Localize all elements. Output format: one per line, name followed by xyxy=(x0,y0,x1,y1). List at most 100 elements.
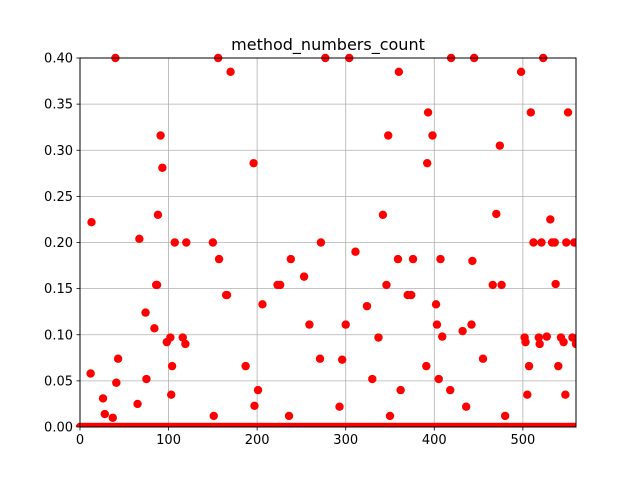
data-point xyxy=(133,399,142,409)
x-tick-label: 200 xyxy=(245,433,270,448)
data-point xyxy=(158,163,167,172)
data-point xyxy=(250,401,259,410)
x-tick-label: 0 xyxy=(76,433,84,448)
data-point xyxy=(156,131,165,140)
data-point xyxy=(167,390,176,399)
data-point xyxy=(492,209,501,219)
data-point xyxy=(241,361,250,371)
data-point xyxy=(284,411,294,421)
data-point xyxy=(214,254,224,264)
data-point xyxy=(535,339,544,349)
x-tick-label: 100 xyxy=(156,433,181,448)
data-point xyxy=(226,67,235,77)
data-point xyxy=(562,238,571,247)
y-tick-label: 0.10 xyxy=(44,328,73,343)
data-point xyxy=(396,385,405,395)
data-point xyxy=(542,332,551,341)
data-point xyxy=(431,300,441,309)
data-point xyxy=(428,131,437,140)
data-point xyxy=(550,238,559,247)
data-point xyxy=(108,413,117,422)
data-point xyxy=(570,238,576,247)
y-tick-label: 0.30 xyxy=(44,144,73,159)
data-point xyxy=(152,280,162,290)
data-point xyxy=(551,279,560,289)
data-point xyxy=(182,238,191,247)
plot-area xyxy=(75,53,577,428)
data-point xyxy=(529,238,538,247)
data-point xyxy=(423,158,432,168)
data-point xyxy=(113,354,123,363)
data-point xyxy=(98,394,108,403)
data-point xyxy=(468,256,477,266)
data-point xyxy=(526,108,536,117)
data-point xyxy=(87,218,96,227)
data-point xyxy=(208,238,218,247)
data-point xyxy=(135,234,144,244)
data-point xyxy=(384,131,393,140)
data-point xyxy=(368,374,377,384)
data-point xyxy=(524,361,534,371)
data-point xyxy=(523,390,532,399)
data-point xyxy=(563,108,573,117)
data-point xyxy=(385,411,395,421)
data-point xyxy=(467,320,476,329)
data-point xyxy=(571,422,576,427)
data-point xyxy=(571,339,576,349)
data-point xyxy=(382,280,391,290)
data-point xyxy=(335,402,344,411)
data-point xyxy=(497,280,506,290)
data-point xyxy=(521,337,530,347)
data-point xyxy=(299,272,309,281)
data-point xyxy=(378,210,388,220)
data-point xyxy=(286,254,295,264)
data-point xyxy=(181,339,190,349)
data-point xyxy=(167,361,177,371)
y-tick-label: 0.05 xyxy=(44,374,73,389)
data-point xyxy=(394,67,404,77)
data-point xyxy=(341,320,350,329)
data-point xyxy=(150,324,159,333)
data-point xyxy=(112,378,121,387)
y-tick-label: 0.15 xyxy=(44,282,73,297)
data-point xyxy=(554,361,563,371)
data-point xyxy=(537,238,546,247)
data-point xyxy=(100,409,110,419)
data-point xyxy=(488,280,497,290)
data-point xyxy=(423,108,433,117)
data-point xyxy=(153,210,163,220)
data-point xyxy=(222,290,232,300)
data-point xyxy=(561,390,570,399)
data-points xyxy=(75,53,576,427)
x-tick-label: 400 xyxy=(422,433,447,448)
data-point xyxy=(432,320,442,329)
y-axis: 0.00 0.05 0.10 0.15 0.20 0.25 0.30 0.35 0.40 xyxy=(44,52,80,436)
data-point xyxy=(374,333,383,342)
data-point xyxy=(516,67,526,77)
data-point xyxy=(141,308,150,317)
data-point xyxy=(568,333,576,342)
data-point xyxy=(446,385,455,395)
data-point xyxy=(337,355,347,364)
data-point xyxy=(408,254,418,264)
y-tick-label: 0.35 xyxy=(44,98,73,113)
data-point xyxy=(500,411,510,421)
data-point xyxy=(249,158,258,168)
data-point xyxy=(534,333,543,342)
data-point xyxy=(422,361,431,371)
data-point xyxy=(142,374,151,384)
data-point xyxy=(407,290,416,300)
data-point xyxy=(209,411,218,421)
y-tick-label: 0.00 xyxy=(44,421,73,436)
x-axis: 0 100 200 300 400 500 xyxy=(76,427,535,448)
data-point xyxy=(275,280,285,290)
data-point xyxy=(351,247,360,256)
data-point xyxy=(434,374,443,384)
data-point xyxy=(495,141,505,150)
data-point xyxy=(438,332,447,341)
data-point xyxy=(362,301,372,311)
data-point xyxy=(86,369,95,378)
y-tick-label: 0.25 xyxy=(44,190,73,205)
y-tick-label: 0.40 xyxy=(44,52,73,67)
